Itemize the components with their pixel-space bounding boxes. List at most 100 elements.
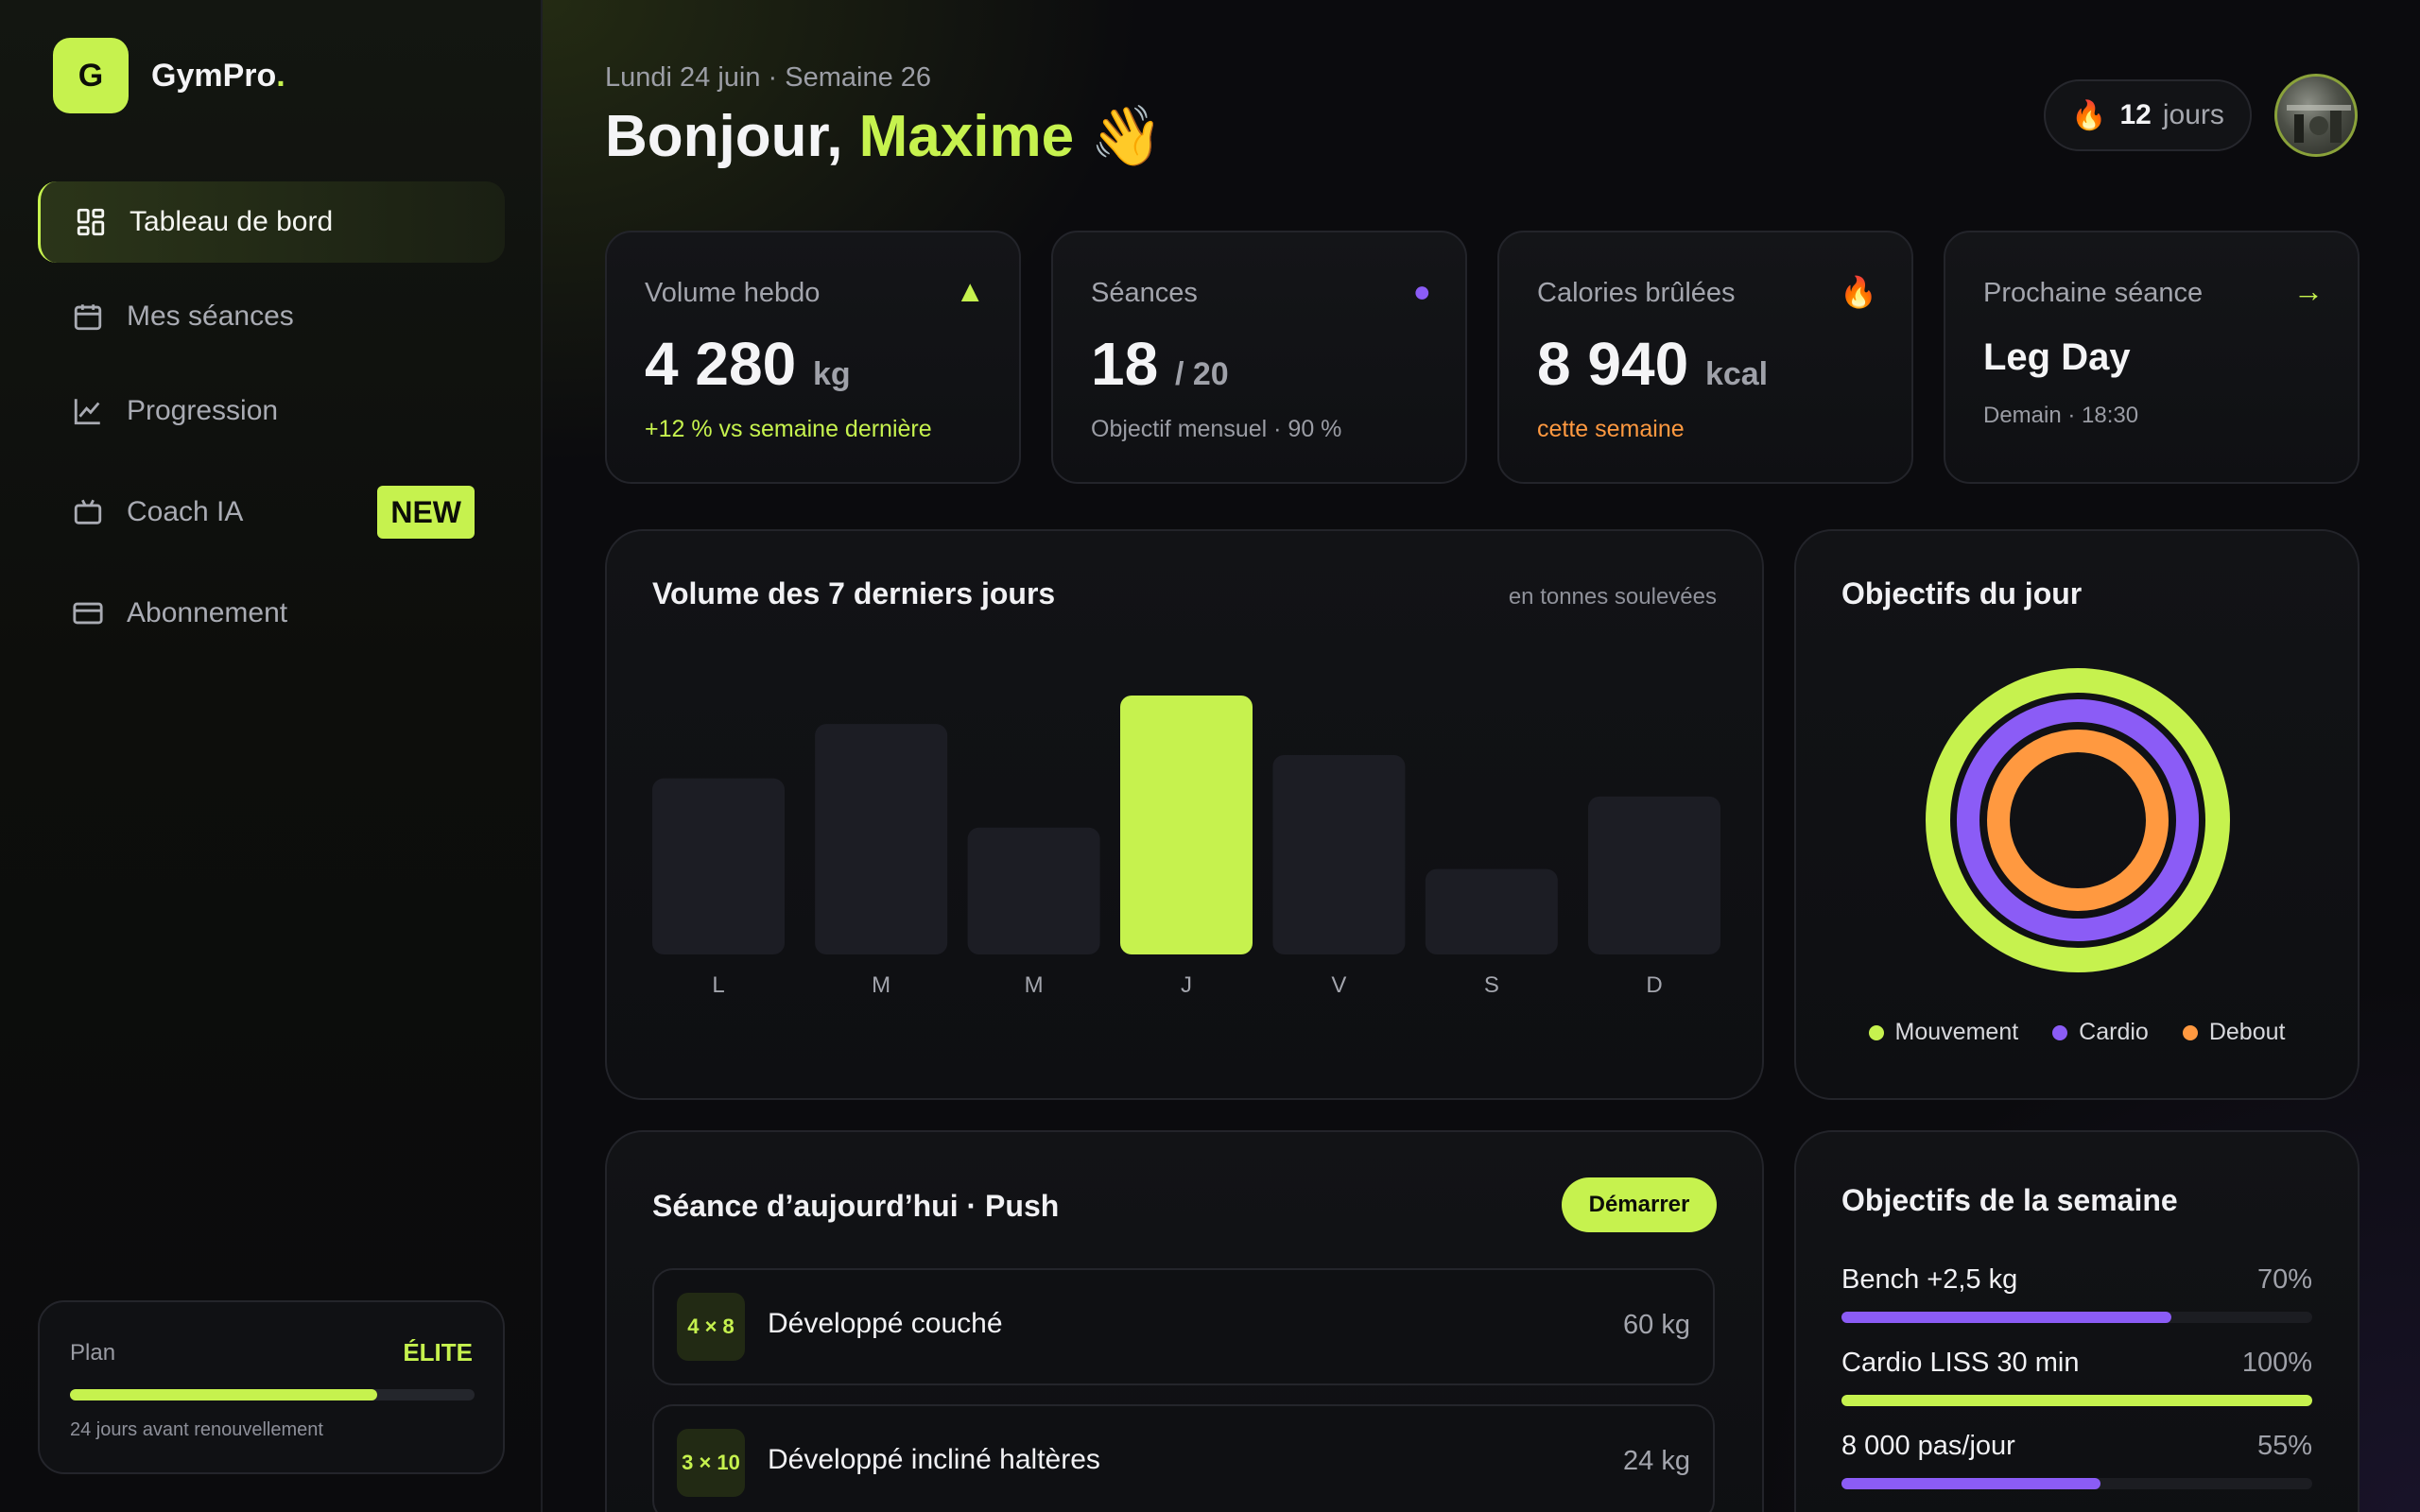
brand[interactable]: G GymPro. — [53, 38, 285, 113]
bar-day-label: S — [1484, 972, 1499, 998]
next-session-title: Leg Day — [1983, 336, 2131, 378]
plan-progress-fill — [70, 1389, 378, 1400]
exercise-weight: 60 kg — [1623, 1310, 1690, 1340]
legend-label: Cardio — [2079, 1019, 2149, 1045]
bar-day-label: M — [872, 972, 890, 998]
stat-label: Séances — [1091, 278, 1198, 308]
fire-icon: 🔥 — [1840, 275, 1877, 309]
stat-card-calories[interactable]: Calories brûlées 🔥 8 940 kcal cette sema… — [1497, 231, 1913, 484]
bar-day-label: V — [1331, 972, 1346, 998]
goal-percent: 100% — [2241, 1348, 2312, 1378]
volume-bar[interactable] — [1588, 796, 1720, 954]
volume-bar[interactable] — [1272, 755, 1406, 954]
brand-name-text: GymPro — [151, 57, 277, 94]
activity-rings — [1926, 668, 2230, 972]
goal-label: 8 000 pas/jour — [1841, 1431, 2015, 1461]
goal-percent: 55% — [2256, 1431, 2312, 1461]
exercise-row[interactable]: 4 × 8 Développé couché 60 kg — [652, 1268, 1715, 1385]
volume-bar[interactable] — [1120, 696, 1253, 954]
page-title: Bonjour, Maxime 👋 — [605, 102, 1164, 171]
stat-unit: kg — [812, 356, 851, 392]
sidebar-item-label: Tableau de bord — [130, 206, 334, 237]
volume-bar[interactable] — [967, 827, 1100, 954]
arrow-right-icon[interactable]: → — [2293, 274, 2324, 308]
streak-pill[interactable]: 🔥 12 jours — [2044, 79, 2252, 151]
stat-card-next-session[interactable]: Prochaine séance → Leg Day Demain · 18:3… — [1944, 231, 2360, 484]
sidebar-item-abonnement[interactable]: Abonnement — [38, 573, 505, 654]
stat-number: 4 280 — [645, 330, 797, 398]
panel-title: Objectifs de la semaine — [1841, 1183, 2178, 1217]
exercise-name: Développé couché — [768, 1308, 1003, 1339]
panel-title: Volume des 7 derniers jours — [652, 576, 1056, 610]
calendar-icon — [72, 301, 104, 333]
date-line: Lundi 24 juin · Semaine 26 — [605, 62, 932, 93]
triangle-up-icon: ▲ — [955, 274, 985, 308]
plan-renewal: 24 jours avant renouvellement — [70, 1419, 323, 1440]
legend-dot — [1868, 1024, 1884, 1040]
stat-label: Volume hebdo — [645, 278, 821, 308]
goal-label: Bench +2,5 kg — [1841, 1264, 2018, 1295]
legend-dot — [2052, 1024, 2068, 1040]
user-name: Maxime — [858, 104, 1075, 169]
stat-number: 8 940 — [1537, 330, 1689, 398]
new-badge: NEW — [377, 486, 475, 539]
next-session-time: Demain · 18:30 — [1983, 403, 2139, 428]
sidebar-item-dashboard[interactable]: Tableau de bord — [38, 181, 505, 263]
ring-mouvement[interactable] — [1926, 668, 2230, 972]
bar-day-label: L — [712, 972, 724, 998]
bar-day-label: D — [1646, 972, 1662, 998]
sets-chip: 3 × 10 — [677, 1429, 745, 1497]
legend-label: Mouvement — [1894, 1019, 2019, 1045]
stat-unit: / 20 — [1174, 356, 1229, 392]
panel-title: Objectifs du jour — [1841, 576, 2083, 610]
streak-value: 12 — [2119, 99, 2152, 130]
plan-tier: ÉLITE — [403, 1338, 473, 1366]
chart-line-icon — [72, 395, 104, 427]
stat-value: 4 280 kg — [645, 329, 851, 399]
rings-legend: Mouvement Cardio Debout — [1796, 1019, 2358, 1046]
ring-debout[interactable] — [1987, 730, 2169, 911]
brand-logo: G — [53, 38, 129, 113]
legend-item-mouvement: Mouvement — [1868, 1019, 2019, 1046]
stat-card-seances[interactable]: Séances ● 18 / 20 Objectif mensuel · 90 … — [1051, 231, 1467, 484]
goal-fill — [1841, 1395, 2312, 1406]
streak-unit: jours — [2162, 99, 2224, 130]
start-session-button[interactable]: Démarrer — [1562, 1177, 1717, 1232]
legend-item-cardio: Cardio — [2052, 1019, 2149, 1046]
goal-fill — [1841, 1478, 2100, 1489]
exercise-row[interactable]: 3 × 10 Développé incliné haltères 24 kg — [652, 1404, 1715, 1512]
sidebar-item-coach-ia[interactable]: Coach IA NEW — [38, 465, 505, 559]
avatar[interactable] — [2274, 74, 2358, 157]
stat-sub: +12 % vs semaine dernière — [645, 416, 932, 442]
greeting-text: Bonjour, — [605, 104, 859, 169]
stat-number: 18 — [1091, 330, 1159, 398]
dot-icon: ● — [1412, 274, 1431, 308]
sidebar-item-label: Mes séances — [127, 301, 294, 332]
stat-value: 18 / 20 — [1091, 329, 1229, 399]
stat-card-volume[interactable]: Volume hebdo ▲ 4 280 kg +12 % vs semaine… — [605, 231, 1021, 484]
brand-name: GymPro. — [151, 58, 285, 94]
panel-title: Séance d’aujourd’hui · Push — [652, 1189, 1060, 1223]
ring-cardio[interactable] — [1957, 699, 2199, 941]
sidebar-item-label: Abonnement — [127, 597, 288, 628]
exercise-name: Développé incliné haltères — [768, 1444, 1100, 1475]
goal-fill — [1841, 1312, 2171, 1323]
plan-card[interactable]: Plan ÉLITE 24 jours avant renouvellement — [38, 1300, 505, 1474]
stat-label: Prochaine séance — [1983, 278, 2204, 308]
legend-dot — [2182, 1024, 2198, 1040]
volume-bar[interactable] — [1425, 868, 1558, 954]
volume-bar[interactable] — [652, 778, 785, 954]
volume-chart-panel: Volume des 7 derniers jours en tonnes so… — [605, 529, 1764, 1100]
stat-label: Calories brûlées — [1537, 278, 1736, 308]
volume-bar[interactable] — [815, 724, 948, 954]
dashboard-icon — [75, 206, 107, 238]
bar-day-label: J — [1181, 972, 1192, 998]
goal-track — [1841, 1478, 2312, 1489]
panel-hint: en tonnes soulevées — [1508, 584, 1717, 610]
today-session-panel: Séance d’aujourd’hui · Push Démarrer 4 ×… — [605, 1130, 1764, 1512]
stat-value: 8 940 kcal — [1537, 329, 1768, 399]
fire-icon: 🔥 — [2071, 99, 2107, 131]
plan-label: Plan — [70, 1340, 116, 1366]
sidebar-item-progression[interactable]: Progression — [38, 370, 505, 452]
sidebar-item-seances[interactable]: Mes séances — [38, 276, 505, 357]
